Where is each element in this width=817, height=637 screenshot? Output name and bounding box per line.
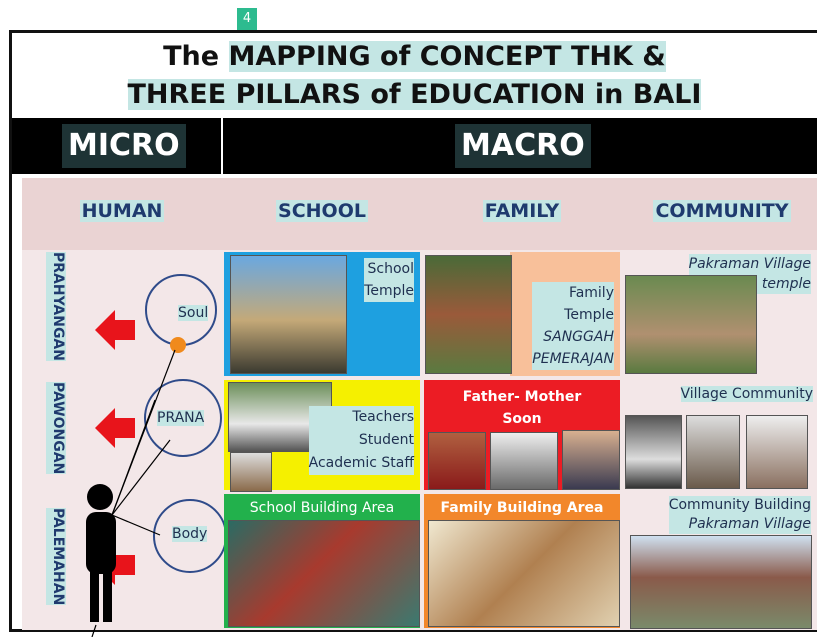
row-label: PALEMAHAN (46, 508, 66, 606)
human-prana: PRANA (157, 410, 205, 426)
text: PEMERAJAN (532, 351, 614, 367)
title: The MAPPING of CONCEPT THK & THREE PILLA… (12, 38, 817, 114)
column-text: FAMILY (482, 200, 562, 222)
community-building-text: Community Building Pakraman Village (668, 496, 811, 534)
row-label: PAWONGAN (46, 382, 66, 475)
title-plain: The (163, 41, 220, 72)
photo (428, 432, 486, 490)
family-people-text: Father- Mother Soon (424, 386, 620, 430)
column-text: COMMUNITY (653, 200, 791, 222)
photo (230, 255, 347, 374)
soul-dot (170, 337, 186, 353)
column-label: HUMAN (22, 200, 222, 222)
column-label: FAMILY (422, 200, 622, 222)
figure (86, 484, 116, 622)
photo (425, 255, 512, 374)
text: Temple (564, 307, 614, 323)
column-text: HUMAN (79, 200, 165, 222)
photo (746, 415, 808, 489)
text: Pakraman Village (688, 516, 811, 532)
family-temple-text: Family Temple SANGGAH PEMERAJAN (532, 282, 614, 370)
micro: MICRO (62, 124, 186, 168)
photo (625, 415, 682, 489)
photo (428, 520, 620, 627)
photo (625, 275, 757, 374)
photo (490, 432, 558, 490)
human-body: Body (172, 526, 208, 542)
photo (686, 415, 740, 489)
photo (230, 452, 272, 492)
text: SANGGAH (543, 329, 614, 345)
title-highlight: MAPPING of CONCEPT THK & (228, 41, 666, 72)
header-divider (221, 118, 223, 174)
photo (630, 535, 812, 629)
text: Temple (364, 283, 414, 299)
text: Community Building (668, 497, 811, 513)
human-soul: Soul (178, 305, 209, 321)
community-people-text: Village Community (680, 386, 813, 402)
text: Family (568, 285, 614, 301)
column-label: SCHOOL (222, 200, 422, 222)
column-text: SCHOOL (276, 200, 368, 222)
text: Teachers (352, 409, 414, 425)
family-building-text: Family Building Area (440, 500, 604, 516)
frame (9, 30, 817, 632)
text: School (367, 261, 414, 277)
text: Soon (502, 411, 542, 427)
photo (562, 430, 620, 490)
school-temple-text: School Temple (364, 258, 414, 302)
macro: MACRO (455, 124, 591, 168)
text: Academic Staff (308, 455, 414, 471)
school-people-text: Teachers Student Academic Staff (308, 406, 414, 475)
title-line2: THREE PILLARS of EDUCATION in BALI (127, 79, 702, 110)
links (91, 349, 176, 637)
text: Father- Mother (462, 389, 582, 405)
text: Student (358, 432, 414, 448)
text: temple (761, 276, 811, 292)
school-building-text: School Building Area (249, 500, 395, 516)
row-label: PRAHYANGAN (46, 252, 66, 361)
text: Pakraman Village (688, 256, 811, 272)
column-label: COMMUNITY (622, 200, 817, 222)
photo (228, 520, 420, 627)
page-badge: 4 (237, 8, 257, 30)
